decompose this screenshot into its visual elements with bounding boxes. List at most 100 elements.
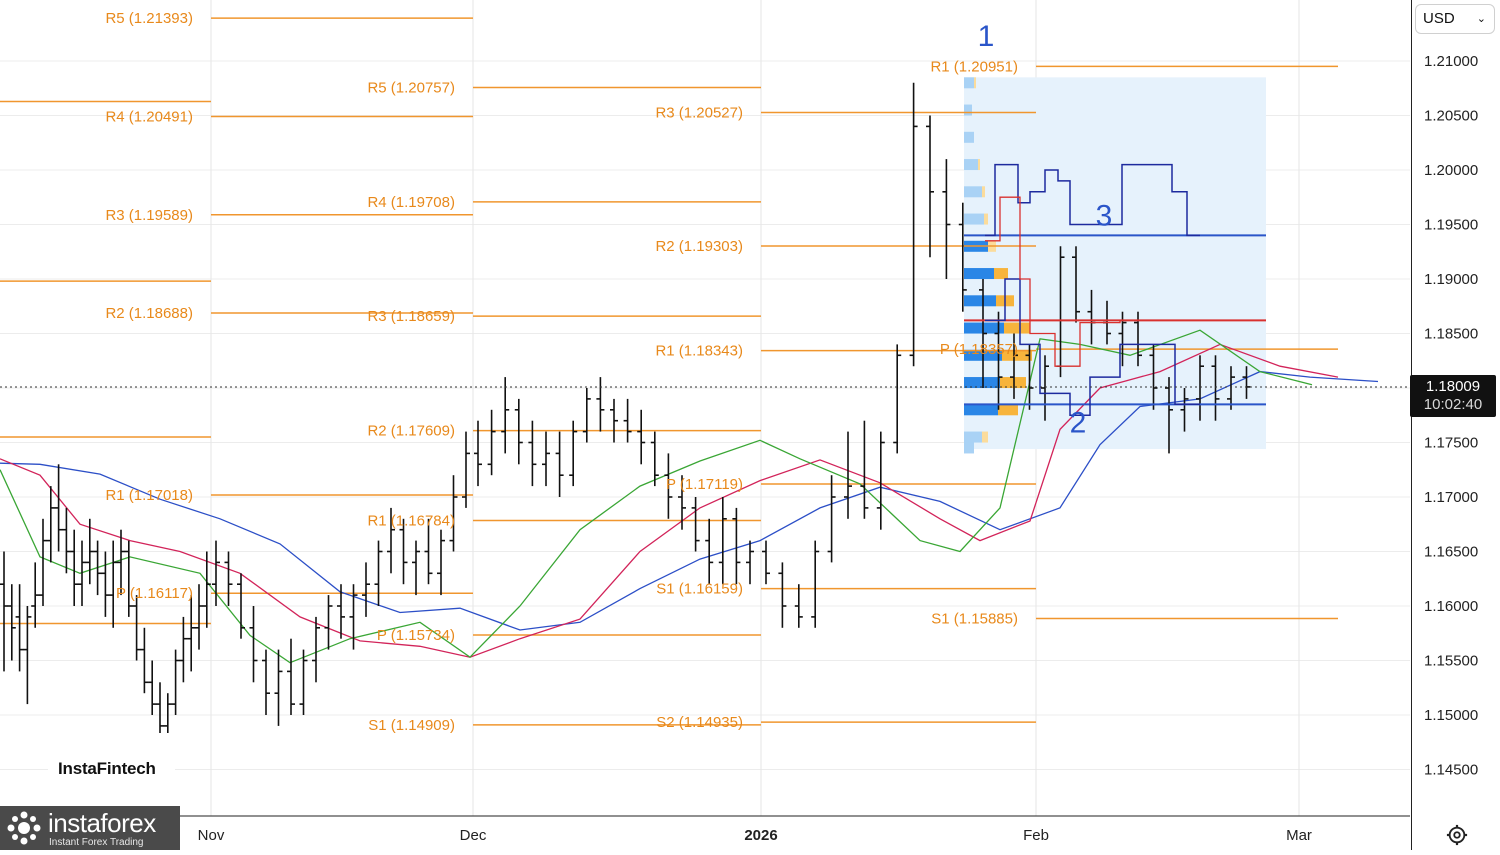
ohlc-bar — [179, 616, 188, 683]
pivot-label: R5 (1.20757) — [367, 79, 455, 96]
watermark-subtitle: Instant Forex Trading — [49, 837, 144, 848]
profile-bar-blue — [964, 268, 994, 280]
range-box — [964, 77, 1266, 450]
x-tick-label: 2026 — [744, 827, 777, 844]
pivot-label: R2 (1.18688) — [105, 305, 193, 322]
ohlc-bar — [46, 486, 55, 563]
ohlc-bar — [596, 377, 605, 432]
ohlc-bar — [362, 562, 370, 617]
ma-slow-line — [0, 370, 1379, 631]
y-tick-label: 1.17500 — [1424, 435, 1478, 452]
wave-label: 3 — [1096, 200, 1113, 233]
gear-icon[interactable] — [1446, 824, 1468, 846]
last-price-value: 1.18009 — [1425, 378, 1481, 395]
ohlc-bar — [62, 507, 71, 574]
x-tick-label: Mar — [1286, 827, 1312, 844]
ohlc-bar — [78, 540, 86, 606]
profile-overlay — [0, 163, 1410, 416]
currency-label: USD — [1423, 10, 1455, 27]
y-tick-label: 1.15500 — [1424, 653, 1478, 670]
profile-bar-blue — [964, 131, 974, 143]
y-tick-label: 1.16500 — [1424, 544, 1478, 561]
ohlc-bar — [249, 606, 258, 683]
profile-bar-orange — [974, 77, 976, 89]
ohlc-bar — [926, 115, 934, 258]
ohlc-bar — [202, 551, 211, 628]
pivot-label: S1 (1.15885) — [931, 611, 1018, 628]
ohlc-bar — [893, 344, 902, 454]
ohlc-bar — [1227, 366, 1235, 410]
ohlc-bar — [1242, 366, 1251, 399]
chart-brand: InstaFintech — [58, 759, 156, 778]
ohlc-bar — [70, 529, 79, 606]
ohlc-bar — [705, 518, 714, 585]
x-tick-label: Nov — [198, 827, 225, 844]
profile-bar-blue — [964, 213, 984, 225]
ohlc-bar — [449, 475, 458, 552]
watermark-name: instaforex — [48, 808, 156, 838]
ohlc-bar — [844, 431, 852, 519]
ohlc-bar — [148, 660, 157, 715]
ohlc-bar — [23, 606, 32, 705]
y-tick-label: 1.14500 — [1424, 762, 1478, 779]
profile-bar-orange — [1000, 377, 1026, 389]
pivot-label: R4 (1.20491) — [105, 108, 193, 125]
profile-bar-blue — [964, 295, 996, 307]
price-axis[interactable]: 1.21000 1.20500 1.20000 1.19500 1.19000 1.185… — [1411, 0, 1500, 850]
price-chart[interactable]: R5 (1.21393) R4 (1.20491) R3 (1.19589) R2 (… — [0, 0, 1410, 850]
ohlc-bar — [274, 649, 283, 726]
pivot-label: R1 (1.18343) — [655, 343, 743, 360]
ohlc-bar — [399, 518, 408, 585]
ohlc-bar — [732, 507, 741, 585]
y-tick-label: 1.19000 — [1424, 271, 1478, 288]
ohlc-bar — [299, 649, 308, 715]
profile-bar-blue — [964, 442, 974, 454]
ohlc-bar — [132, 595, 141, 661]
ma-mid-line — [0, 343, 1339, 658]
profile-bar-blue — [964, 322, 1004, 334]
ohlc-bar — [514, 398, 523, 465]
ohlc-bar — [187, 595, 196, 672]
x-tick-label: Dec — [460, 827, 487, 844]
ohlc-bar — [1072, 246, 1080, 323]
ohlc-bar — [237, 573, 245, 639]
pivot-label: P (1.17119) — [666, 476, 743, 493]
ohlc-bar — [994, 311, 1003, 410]
profile-bar-orange — [982, 186, 985, 198]
pivot-label: P (1.15734) — [377, 627, 455, 644]
x-tick-label: Feb — [1023, 827, 1049, 844]
ohlc-bar — [610, 398, 618, 443]
last-price-tag: 1.18009 10:02:40 — [1410, 375, 1496, 417]
ohlc-bar — [746, 540, 754, 585]
ohlc-bar — [582, 388, 591, 443]
y-tick-label: 1.20000 — [1424, 162, 1478, 179]
ohlc-bar — [762, 540, 770, 585]
ohlc-bar — [412, 540, 420, 596]
ohlc-bar — [650, 431, 659, 487]
ohlc-bar — [224, 551, 233, 606]
ohlc-bar — [569, 420, 578, 487]
ohlc-bar — [195, 584, 203, 650]
pivot-label: R4 (1.19708) — [367, 194, 455, 211]
ohlc-bar — [171, 649, 180, 715]
ohlc-bar — [623, 398, 632, 443]
ohlc-bar — [262, 649, 270, 715]
ohlc-bar — [140, 627, 149, 694]
ohlc-bar — [85, 518, 94, 585]
ohlc-bar — [528, 420, 537, 487]
ohlc-bar — [876, 431, 885, 530]
wave-labels: 1 2 3 — [978, 20, 1113, 440]
profile-bar-orange — [982, 431, 988, 443]
ohlc-bar — [1010, 333, 1018, 399]
ohlc-bar — [1149, 344, 1158, 410]
pivot-label: P (1.18357) — [940, 341, 1018, 358]
currency-select[interactable]: USD ⌄ — [1415, 4, 1495, 34]
y-tick-label: 1.19500 — [1424, 217, 1478, 234]
y-tick-label: 1.21000 — [1424, 53, 1478, 70]
profile-bar-orange — [994, 268, 1008, 280]
pivot-label: R3 (1.19589) — [105, 207, 193, 224]
ohlc-bar — [637, 409, 646, 465]
ohlc-bar — [501, 377, 510, 454]
ohlc-bar — [1041, 355, 1049, 421]
profile-bar-orange — [984, 213, 988, 225]
